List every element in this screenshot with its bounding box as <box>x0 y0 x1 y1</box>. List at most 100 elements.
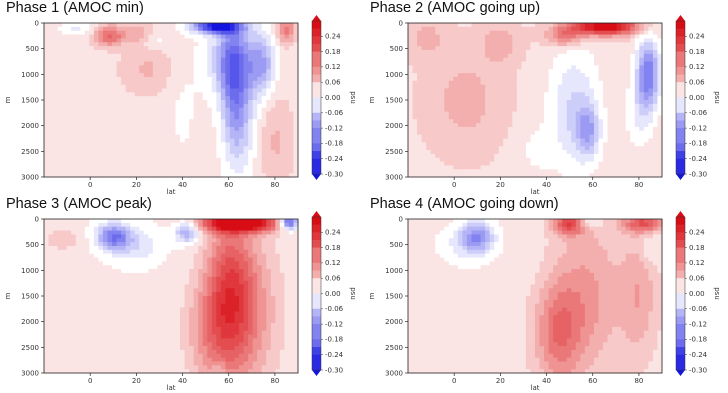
heatmap-cell <box>84 134 90 140</box>
heatmap-cell <box>148 100 154 105</box>
heatmap-cell <box>652 61 659 66</box>
heatmap-cell <box>412 153 418 159</box>
heatmap-cell <box>553 53 559 59</box>
heatmap-cell <box>84 73 90 78</box>
heatmap-cell <box>489 57 495 63</box>
heatmap-cell <box>435 23 441 28</box>
heatmap-cell <box>539 73 545 78</box>
heatmap-cell <box>89 161 95 167</box>
heatmap-cell <box>453 150 459 155</box>
heatmap-cell <box>229 57 236 63</box>
heatmap-cell <box>252 107 258 113</box>
heatmap-cell <box>112 26 118 32</box>
heatmap-cell <box>503 42 509 47</box>
heatmap-cell <box>480 134 486 140</box>
heatmap-cell <box>71 111 77 116</box>
heatmap-cell <box>202 115 208 120</box>
heatmap-cell <box>544 57 550 63</box>
heatmap-cell <box>284 53 290 59</box>
heatmap-cell <box>426 157 432 163</box>
heatmap-cell <box>417 126 423 132</box>
heatmap-cell <box>625 84 631 90</box>
heatmap-cell <box>634 53 640 59</box>
heatmap-cell <box>180 103 186 109</box>
heatmap-cell <box>143 161 149 167</box>
heatmap-cell <box>643 119 649 124</box>
heatmap-cell <box>62 150 68 155</box>
heatmap-cell <box>466 23 473 28</box>
heatmap-cell <box>252 96 258 101</box>
heatmap-cell <box>48 38 54 43</box>
heatmap-cell <box>148 111 154 116</box>
heatmap-cell <box>171 134 177 140</box>
heatmap-cell <box>243 46 249 51</box>
heatmap-cell <box>408 88 414 93</box>
heatmap-cell <box>457 96 464 101</box>
heatmap-cell <box>116 134 122 140</box>
heatmap-cell <box>457 73 464 78</box>
heatmap-cell <box>71 276 77 282</box>
heatmap-cell <box>71 69 77 74</box>
heatmap-cell <box>107 134 113 140</box>
heatmap-cell <box>288 138 295 143</box>
heatmap-cell <box>630 126 636 132</box>
heatmap-cell <box>220 103 227 109</box>
heatmap-cell <box>279 23 285 28</box>
heatmap-cell <box>439 138 445 143</box>
heatmap-cell <box>75 69 81 74</box>
heatmap-cell <box>171 138 177 143</box>
heatmap-cell <box>166 161 172 167</box>
panel-title: Phase 2 (AMOC going up) <box>370 0 541 16</box>
heatmap-cell <box>607 92 613 97</box>
heatmap-cell <box>603 123 609 128</box>
heatmap-cell <box>152 57 158 63</box>
heatmap-cell <box>284 26 290 32</box>
heatmap-cell <box>417 150 423 155</box>
heatmap-cell <box>89 69 95 74</box>
heatmap-cell <box>494 130 500 136</box>
heatmap-cell <box>239 92 245 97</box>
heatmap-cell <box>234 146 240 151</box>
heatmap-cell <box>121 92 127 97</box>
heatmap-cell <box>252 173 258 178</box>
heatmap-cell <box>657 173 663 178</box>
heatmap-cell <box>553 38 559 43</box>
heatmap-cell <box>485 23 491 28</box>
heatmap-cell <box>89 142 95 147</box>
heatmap-cell <box>57 315 63 320</box>
heatmap-cell <box>507 38 513 43</box>
heatmap-cell <box>275 96 281 101</box>
colorbar-band <box>676 135 685 144</box>
heatmap-cell <box>580 169 586 174</box>
heatmap-cell <box>448 138 454 143</box>
heatmap-cell <box>648 115 654 120</box>
heatmap-cell <box>75 253 81 259</box>
heatmap-cell <box>161 69 168 74</box>
heatmap-cell <box>535 96 541 101</box>
heatmap-cell <box>621 100 627 105</box>
heatmap-cell <box>598 107 604 113</box>
heatmap-cell <box>266 30 272 36</box>
heatmap-cell <box>80 146 86 151</box>
heatmap-cell <box>657 130 663 136</box>
heatmap-cell <box>48 153 54 159</box>
heatmap-cell <box>657 26 663 32</box>
heatmap-cell <box>248 30 254 36</box>
heatmap-cell <box>607 76 613 82</box>
heatmap-cell <box>157 111 163 116</box>
heatmap-cell <box>48 315 54 320</box>
heatmap-cell <box>421 130 427 136</box>
heatmap-cell <box>62 42 68 47</box>
heatmap-cell <box>503 142 509 147</box>
heatmap-cell <box>503 53 509 59</box>
heatmap-cell <box>161 61 168 66</box>
heatmap-cell <box>229 23 236 28</box>
heatmap-cell <box>275 100 281 105</box>
heatmap-cell <box>75 245 81 251</box>
heatmap-cell <box>57 269 63 274</box>
heatmap-cell <box>288 30 295 36</box>
heatmap-cell <box>44 111 50 116</box>
heatmap-cell <box>84 222 90 228</box>
heatmap-cell <box>93 46 100 51</box>
heatmap-cell <box>266 57 272 63</box>
